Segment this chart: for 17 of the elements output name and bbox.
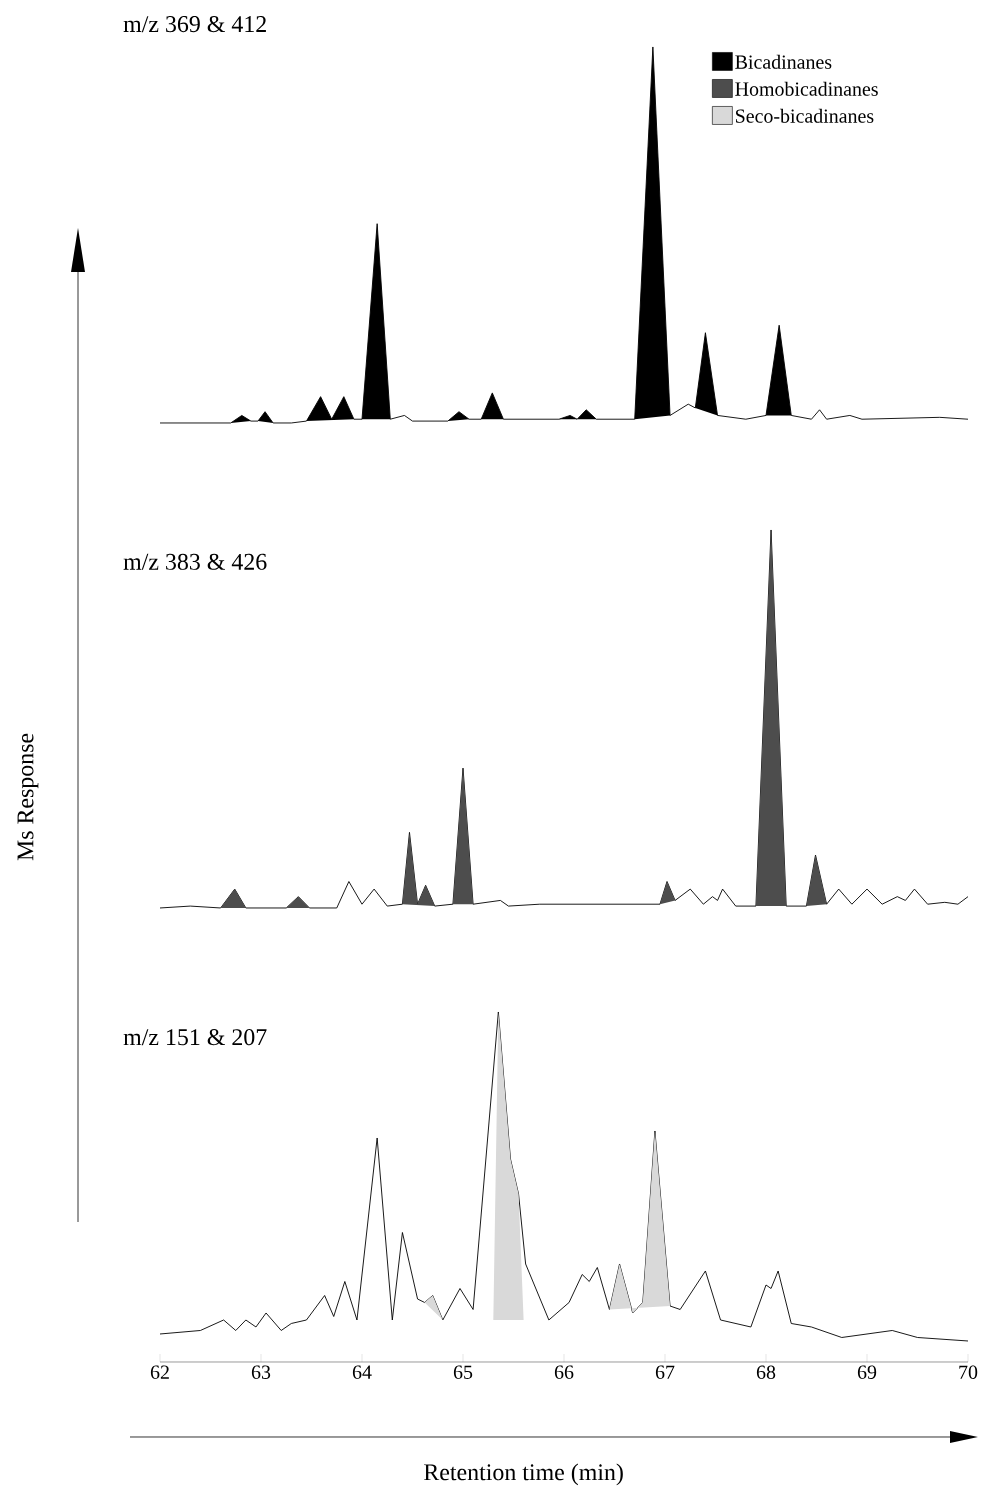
x-axis-title: Retention time (min) — [424, 1463, 623, 1486]
x-tick-label: 62 — [150, 1365, 169, 1379]
x-tick-label: 70 — [959, 1365, 978, 1379]
x-tick-label: 68 — [756, 1365, 776, 1379]
y-axis-title: Ms Response — [17, 733, 39, 861]
x-tick-label: 63 — [251, 1365, 271, 1379]
chart-title: m/z 369 & 412 — [123, 16, 266, 33]
legend-label: Seco-bicadinanes — [735, 108, 874, 123]
text: m/z 383 & 426 — [123, 553, 267, 570]
x-tick-label: 66 — [554, 1365, 574, 1379]
x-tick-label: 67 — [655, 1365, 675, 1379]
x-tick-label: 64 — [352, 1365, 372, 1379]
legend-label: Bicadinanes — [735, 54, 832, 69]
x-tick-label: 69 — [857, 1365, 877, 1379]
legend-label: Homobicadinanes — [735, 81, 878, 96]
x-tick-label: 65 — [453, 1365, 473, 1379]
text: m/z 151 & 207 — [123, 1029, 267, 1046]
